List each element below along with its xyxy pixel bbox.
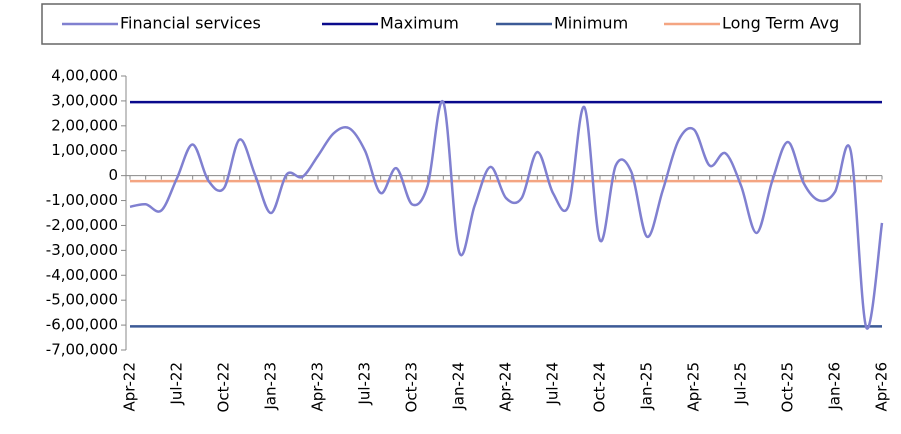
legend-label: Long Term Avg bbox=[722, 14, 839, 33]
y-tick-label: -4,00,000 bbox=[46, 266, 118, 284]
x-tick-label: Apr-24 bbox=[497, 362, 515, 412]
legend-box bbox=[41, 3, 861, 45]
y-tick-label: 1,00,000 bbox=[51, 141, 118, 159]
x-tick-label: Jul-22 bbox=[168, 362, 186, 406]
x-tick-label: Jul-23 bbox=[356, 362, 374, 406]
x-tick-label: Oct-24 bbox=[591, 362, 609, 412]
x-tick-label: Oct-22 bbox=[215, 362, 233, 412]
x-tick-label: Jan-23 bbox=[262, 362, 280, 411]
x-tick-label: Jan-26 bbox=[826, 362, 844, 411]
y-tick-label: 0 bbox=[108, 166, 118, 184]
y-tick-label: -3,00,000 bbox=[46, 241, 118, 259]
legend-label: Financial services bbox=[120, 14, 261, 33]
x-tick-label: Oct-23 bbox=[403, 362, 421, 412]
x-tick-label: Apr-26 bbox=[873, 362, 891, 412]
y-tick-label: 3,00,000 bbox=[51, 91, 118, 109]
y-tick-label: 2,00,000 bbox=[51, 116, 118, 134]
y-tick-label: 4,00,000 bbox=[51, 67, 118, 85]
y-tick-label: -7,00,000 bbox=[46, 341, 118, 359]
x-tick-label: Jan-25 bbox=[638, 362, 656, 411]
x-tick-label: Jul-25 bbox=[732, 362, 750, 406]
series-line bbox=[129, 99, 884, 330]
y-tick-label: -1,00,000 bbox=[46, 191, 118, 209]
x-tick-label: Apr-25 bbox=[685, 362, 703, 412]
legend-label: Maximum bbox=[380, 14, 459, 33]
x-tick-label: Oct-25 bbox=[779, 362, 797, 412]
x-tick-label: Apr-23 bbox=[309, 362, 327, 412]
x-tick-label: Jul-24 bbox=[544, 362, 562, 406]
y-tick-label: -2,00,000 bbox=[46, 216, 118, 234]
x-tick-label: Apr-22 bbox=[121, 362, 139, 412]
x-tick-label: Jan-24 bbox=[450, 362, 468, 411]
y-tick-label: -5,00,000 bbox=[46, 291, 118, 309]
y-tick-label: -6,00,000 bbox=[46, 316, 118, 334]
legend-label: Minimum bbox=[554, 14, 628, 33]
